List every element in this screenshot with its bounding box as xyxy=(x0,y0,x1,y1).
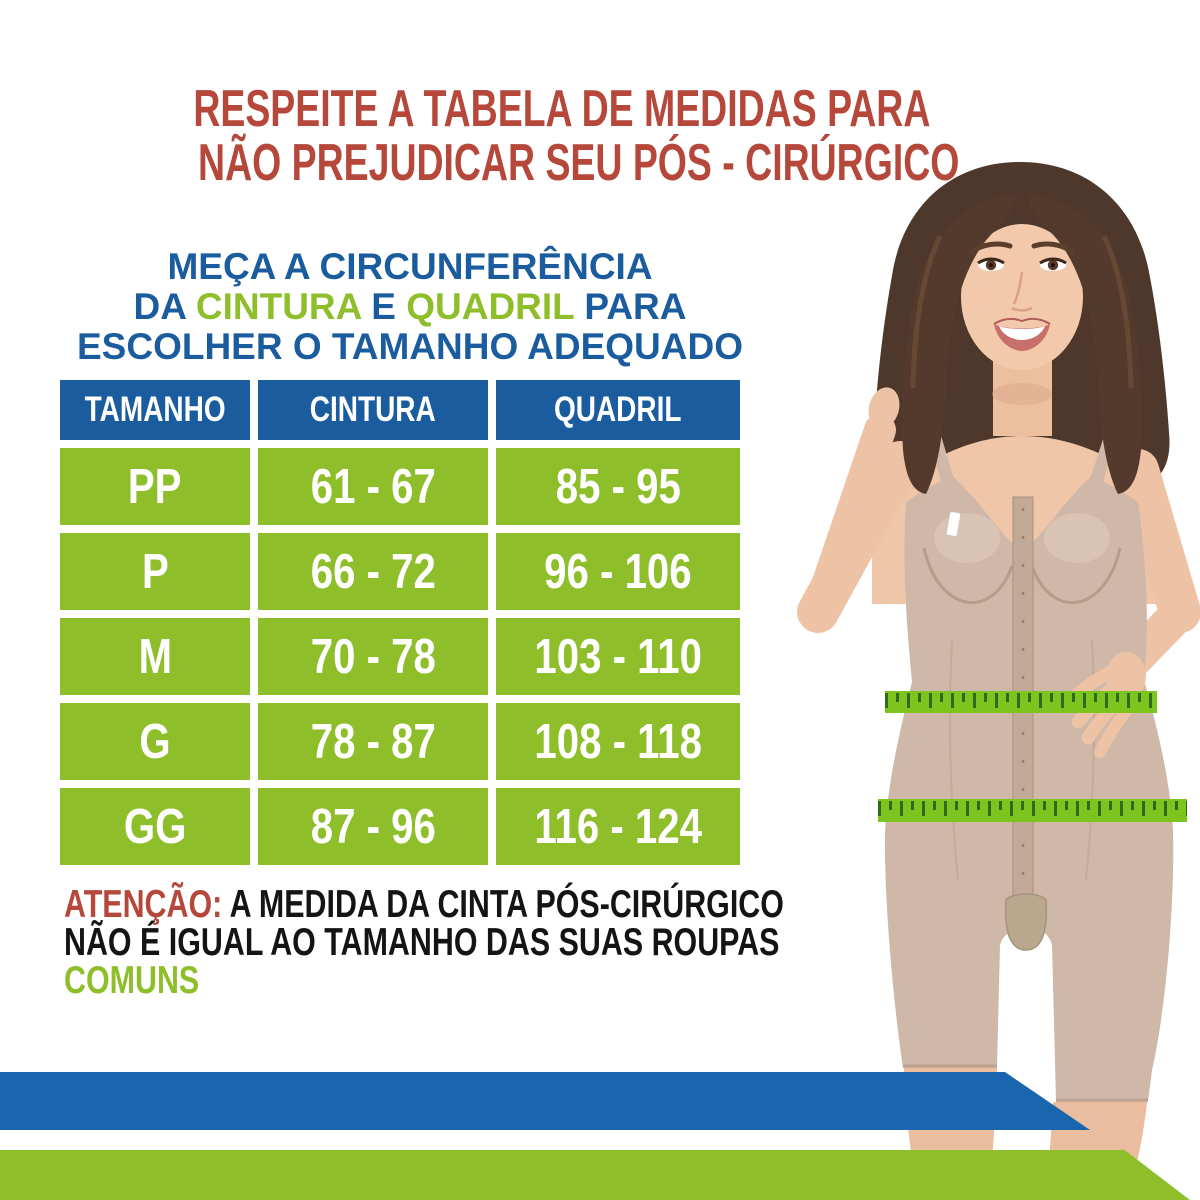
page-title: RESPEITE A TABELA DE MEDIDAS PARA NÃO PR… xyxy=(50,82,959,190)
table-cell-size: P xyxy=(60,533,250,610)
model-photo xyxy=(797,162,1200,1200)
table-cell-cintura: 61 - 67 xyxy=(258,448,488,525)
subtitle-line-2: DA CINTURA E QUADRIL PARA xyxy=(133,286,687,327)
measure-instruction: MEÇA A CIRCUNFERÊNCIA DA CINTURA E QUADR… xyxy=(75,247,745,367)
right-arm xyxy=(1117,449,1200,633)
size-table: TAMANHO CINTURA QUADRIL PP 61 - 67 85 - … xyxy=(60,380,740,865)
table-cell-cintura: 70 - 78 xyxy=(258,618,488,695)
table-cell-quadril: 108 - 118 xyxy=(496,703,740,780)
left-hand xyxy=(868,387,900,429)
keyword-quadril: QUADRIL xyxy=(406,286,575,327)
table-cell-cintura: 87 - 96 xyxy=(258,788,488,865)
header-tamanho: TAMANHO xyxy=(60,380,250,440)
subtitle-line-1: MEÇA A CIRCUNFERÊNCIA xyxy=(167,246,653,287)
footer-green-stripe xyxy=(0,1150,1190,1200)
keyword-cintura: CINTURA xyxy=(195,286,361,327)
attention-label: ATENÇÃO: xyxy=(64,883,223,926)
footer-blue-stripe xyxy=(0,1072,1090,1130)
table-cell-cintura: 78 - 87 xyxy=(258,703,488,780)
header-cintura: CINTURA xyxy=(258,380,488,440)
attention-note: ATENÇÃO: A MEDIDA DA CINTA PÓS-CIRÚRGICO… xyxy=(64,883,987,1002)
waist-measure-tape-graphic xyxy=(885,691,1157,713)
attention-line-3: COMUNS xyxy=(64,959,200,1002)
table-cell-size: PP xyxy=(60,448,250,525)
title-line-1: RESPEITE A TABELA DE MEDIDAS PARA xyxy=(193,80,931,138)
table-cell-quadril: 116 - 124 xyxy=(496,788,740,865)
garment-label xyxy=(945,511,962,538)
table-cell-quadril: 85 - 95 xyxy=(496,448,740,525)
table-cell-size: G xyxy=(60,703,250,780)
table-cell-size: GG xyxy=(60,788,250,865)
gusset xyxy=(1004,893,1048,951)
table-cell-quadril: 96 - 106 xyxy=(496,533,740,610)
attention-line-2: NÃO É IGUAL AO TAMANHO DAS SUAS ROUPAS xyxy=(64,921,780,964)
subtitle-line-3: ESCOLHER O TAMANHO ADEQUADO xyxy=(77,326,743,367)
table-cell-size: M xyxy=(60,618,250,695)
title-line-2: NÃO PREJUDICAR SEU PÓS - CIRÚRGICO xyxy=(198,134,960,192)
table-cell-cintura: 66 - 72 xyxy=(258,533,488,610)
hip-measure-tape-graphic xyxy=(878,799,1187,822)
attention-line-1: A MEDIDA DA CINTA PÓS-CIRÚRGICO xyxy=(222,883,784,926)
header-quadril: QUADRIL xyxy=(496,380,740,440)
table-cell-quadril: 103 - 110 xyxy=(496,618,740,695)
